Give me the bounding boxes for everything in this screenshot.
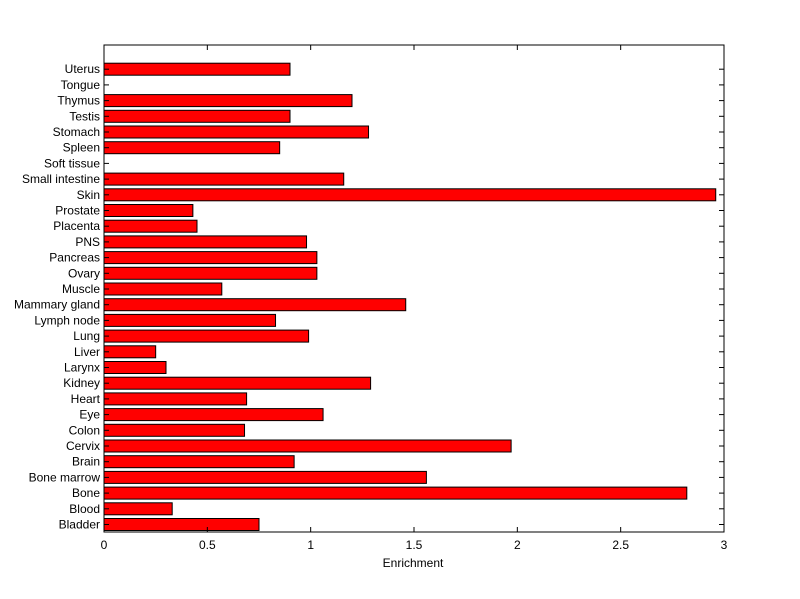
y-tick-label: Soft tissue [44,156,100,170]
bar-lymph-node [103,313,277,327]
x-axis: 0 0.5 1 1.5 2 2.5 3 [101,45,728,552]
y-tick-label: Placenta [53,219,100,233]
bar-uterus [103,62,291,76]
y-tick-label: Mammary gland [14,298,100,312]
bar-heart [103,392,248,406]
y-tick-label: Colon [69,423,100,437]
y-tick-label: Small intestine [22,172,100,186]
bar-pns [103,235,308,249]
y-tick-label: Bone marrow [29,470,101,484]
bar-muscle [103,282,223,296]
x-tick-label: 0 [101,538,108,552]
y-tick-label: Bladder [59,518,100,532]
bar-pancreas [103,251,318,265]
bar-ovary [103,266,318,280]
y-tick-label: Lung [73,329,100,343]
y-tick-label: Bone [72,486,100,500]
bar-lung [103,329,310,343]
bar-brain [103,455,295,469]
x-tick-label: 2.5 [612,538,629,552]
y-tick-label: Testis [69,109,100,123]
x-tick-label: 0.5 [199,538,216,552]
y-tick-label: Kidney [63,376,100,390]
y-tick-label: Spleen [63,141,100,155]
bar-larynx [103,361,167,374]
bar-colon [103,423,246,437]
y-tick-label: Stomach [53,125,100,139]
y-tick-label: Thymus [57,94,100,108]
bar-bladder [103,518,260,531]
y-tick-label: Brain [72,455,100,469]
y-tick-label: Uterus [65,62,100,76]
y-tick-label: Blood [69,502,100,516]
y-tick-label: Prostate [55,204,100,218]
x-axis-label: Enrichment [383,556,444,570]
y-tick-label: Skin [77,188,100,202]
bar-liver [103,345,157,359]
bar-bone [103,486,688,500]
y-tick-label: Lymph node [34,313,100,327]
bar-spleen [103,141,281,155]
bar-testis [103,109,291,123]
y-tick-label: PNS [75,235,100,249]
x-tick-label: 1.5 [406,538,423,552]
bar-thymus [103,94,353,108]
bar-kidney [103,376,372,390]
x-tick-label: 1 [307,538,314,552]
x-tick-label: 3 [721,538,728,552]
bar-eye [103,408,324,422]
y-tick-label: Heart [71,392,101,406]
bar-small-intestine [103,172,345,186]
x-tick-label: 2 [514,538,521,552]
bar-prostate [103,204,194,217]
y-tick-label: Liver [74,345,100,359]
y-tick-label: Larynx [64,361,100,375]
y-tick-label: Pancreas [49,251,100,265]
bar-mammary-gland [103,298,407,312]
bar-cervix [103,439,512,453]
bar-skin [103,188,717,202]
y-tick-label: Muscle [62,282,100,296]
y-tick-label: Eye [79,408,100,422]
bar-blood [103,502,173,516]
y-tick-label: Ovary [68,266,100,280]
bar-stomach [103,125,370,139]
y-tick-label: Cervix [66,439,100,453]
bar-placenta [103,219,198,233]
bar-bone-marrow [103,470,427,484]
y-tick-label: Tongue [61,78,101,92]
